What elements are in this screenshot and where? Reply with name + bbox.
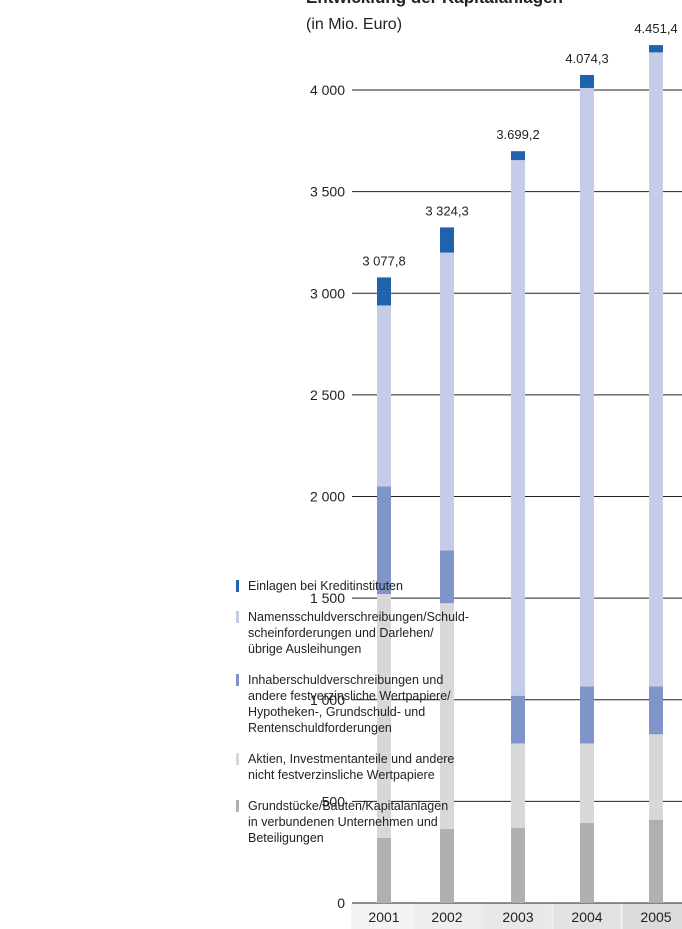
legend-label: Inhaberschuldverschreibungen und andere … (248, 673, 451, 735)
legend-item: Namensschuldverschreibungen/Schuld- sche… (236, 609, 469, 657)
y-tick-label: 1 000 (310, 692, 345, 708)
legend-item: Einlagen bei Kreditinstituten (236, 578, 466, 594)
y-tick-label: 0 (337, 895, 345, 911)
x-tick-label: 2003 (502, 909, 533, 925)
bar-segment (511, 695, 525, 744)
bar-segment (377, 837, 391, 903)
bar-segment (440, 550, 454, 604)
legend-swatch (236, 611, 239, 623)
x-axis-cell (414, 903, 480, 929)
y-tick-label: 500 (322, 793, 346, 809)
y-tick-label: 2 000 (310, 489, 345, 505)
bar-segment (440, 828, 454, 903)
y-tick-label: 3 000 (310, 285, 345, 301)
bar-segment (580, 74, 594, 88)
legend-item: Grundstücke/Bauten/Kapitalanlagen in ver… (236, 798, 466, 846)
legend-label: Namensschuldverschreibungen/Schuld- sche… (248, 610, 469, 656)
legend-item: Aktien, Investmentanteile und andere nic… (236, 751, 466, 783)
bar-segment (377, 486, 391, 595)
bar-segment (580, 822, 594, 903)
legend-item: Inhaberschuldverschreibungen und andere … (236, 672, 466, 736)
bar-segment (511, 160, 525, 696)
legend-label: Einlagen bei Kreditinstituten (248, 579, 403, 593)
bar-segment (440, 227, 454, 253)
chart-legend: Einlagen bei Kreditinstituten Namensschul… (236, 578, 469, 861)
bar-segment (649, 734, 663, 820)
x-tick-label: 2002 (431, 909, 462, 925)
legend-swatch (236, 753, 239, 765)
legend-swatch (236, 580, 239, 592)
bar-total-label: 3 077,8 (362, 253, 405, 268)
legend-swatch (236, 674, 239, 686)
legend-label: Aktien, Investmentanteile und andere nic… (248, 752, 455, 782)
bar-segment (649, 52, 663, 687)
bar-total-label: 3.699,2 (496, 127, 539, 142)
chart-title: Entwicklung der Kapitalanlagen (306, 0, 563, 8)
bar-segment (649, 819, 663, 903)
bar-segment (377, 305, 391, 487)
y-tick-label: 4 000 (310, 82, 345, 98)
y-tick-label: 2 500 (310, 387, 345, 403)
bar-segment (580, 743, 594, 823)
x-tick-label: 2001 (368, 909, 399, 925)
bar-segment (377, 594, 391, 838)
bar-segment (649, 45, 663, 53)
x-axis-cell (351, 903, 417, 929)
x-tick-label: 2004 (571, 909, 602, 925)
bar-total-label: 4.451,4 (634, 21, 677, 36)
bar-segment (511, 151, 525, 161)
y-tick-label: 1 500 (310, 590, 345, 606)
bar-segment (511, 743, 525, 828)
x-axis-cell (485, 903, 551, 929)
bar-segment (580, 686, 594, 744)
bar-segment (377, 277, 391, 306)
x-tick-label: 2005 (640, 909, 671, 925)
bar-segment (580, 87, 594, 687)
y-tick-label: 3 500 (310, 184, 345, 200)
x-axis-cell (623, 903, 682, 929)
bar-segment (511, 827, 525, 903)
chart-subtitle: (in Mio. Euro) (306, 16, 403, 33)
legend-label: Grundstücke/Bauten/Kapitalanlagen in ver… (248, 799, 449, 845)
legend-swatch (236, 800, 239, 812)
x-axis-cell (554, 903, 620, 929)
bar-segment (440, 252, 454, 551)
bar-segment (649, 686, 663, 735)
bar-total-label: 3 324,3 (425, 203, 468, 218)
bar-total-label: 4.074,3 (565, 51, 608, 66)
bar-segment (440, 603, 454, 829)
